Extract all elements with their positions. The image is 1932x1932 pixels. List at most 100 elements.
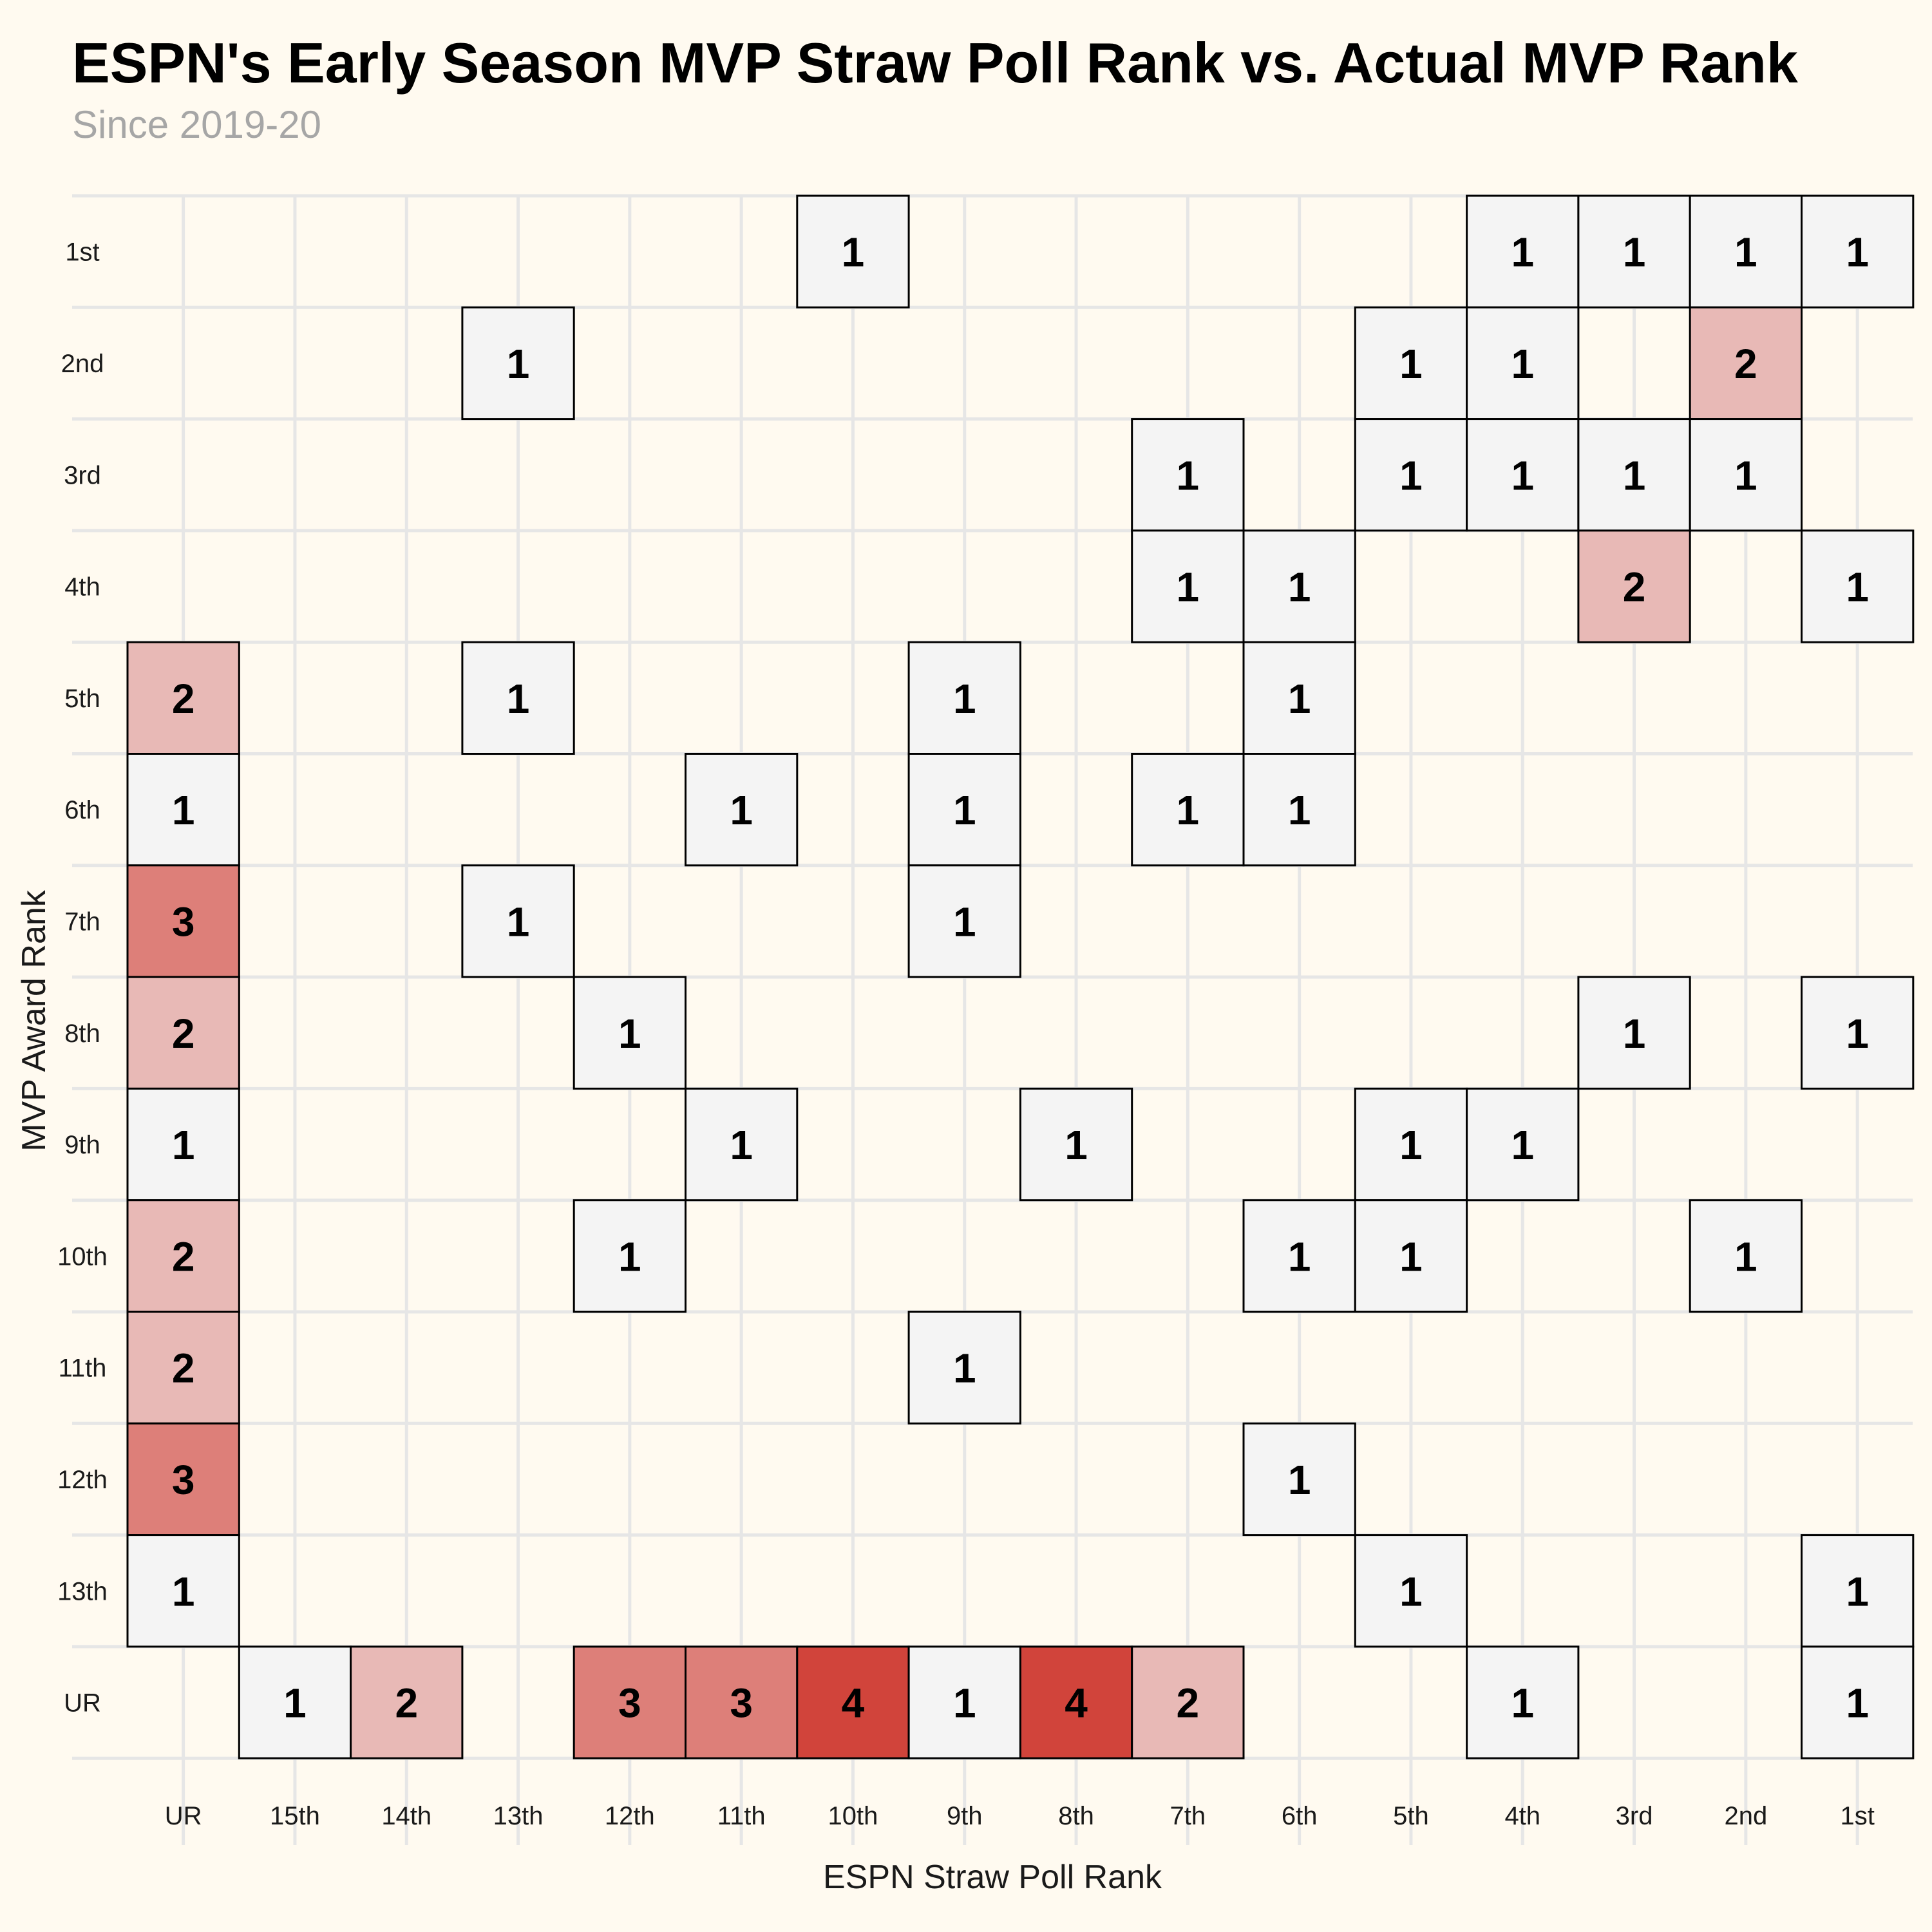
x-axis-title: ESPN Straw Poll Rank — [823, 1859, 1162, 1896]
x-tick-label: 13th — [493, 1802, 544, 1830]
y-tick-label: 2nd — [61, 350, 104, 378]
x-tick-label: 3rd — [1616, 1802, 1653, 1830]
x-tick-label: 11th — [717, 1802, 766, 1830]
heatmap-cell — [461, 864, 575, 978]
cell-value-label: 2 — [172, 1345, 195, 1392]
cell-value-label: 1 — [172, 1568, 195, 1615]
heatmap-cell — [1466, 1645, 1580, 1759]
cell-value-label: 1 — [1734, 1233, 1757, 1280]
heatmap-cell — [1242, 753, 1356, 867]
heatmap-cell — [1354, 418, 1468, 532]
cell-value-label: 4 — [1065, 1680, 1088, 1727]
y-tick-label: 13th — [57, 1577, 108, 1605]
heatmap-cell — [1242, 1422, 1356, 1537]
y-tick-label: 3rd — [64, 461, 101, 489]
cell-value-label: 2 — [395, 1680, 418, 1727]
cell-value-label: 1 — [953, 676, 976, 722]
cell-value-label: 1 — [1734, 452, 1757, 498]
heatmap-cell — [1131, 529, 1245, 643]
cell-value-label: 2 — [1623, 564, 1646, 611]
heatmap-cell — [1354, 1534, 1468, 1648]
cell-value-label: 1 — [953, 1680, 976, 1727]
y-tick-label: 1st — [65, 238, 99, 267]
cell-value-label: 1 — [1623, 1010, 1646, 1057]
cell-value-label: 2 — [1177, 1680, 1200, 1727]
cell-value-label: 4 — [842, 1680, 865, 1727]
heatmap-cell — [350, 1645, 464, 1759]
cell-value-label: 1 — [1846, 1680, 1869, 1727]
heatmap-cell — [1131, 1645, 1245, 1759]
x-tick-label: 12th — [605, 1802, 655, 1830]
heatmap-cell — [126, 1311, 240, 1425]
x-tick-label: 5th — [1393, 1802, 1429, 1830]
y-axis-ticks: 1st 2nd 3rd 4th 5th 6th 7th 8th 9th 10th 11th 12th 1… — [57, 238, 108, 1718]
y-tick-label: 4th — [64, 573, 100, 601]
heatmap-cell — [126, 1534, 240, 1648]
x-tick-label: 10th — [828, 1802, 878, 1830]
heatmap-cell — [1019, 1645, 1133, 1759]
heatmap-cell — [1466, 306, 1580, 421]
cell-value-label: 1 — [172, 787, 195, 833]
chart-title: ESPN's Early Season MVP Straw Poll Rank … — [72, 31, 1799, 95]
cell-value-label: 1 — [953, 1345, 976, 1392]
x-tick-label: 2nd — [1724, 1802, 1767, 1830]
cell-value-label: 1 — [1399, 1122, 1423, 1168]
cell-value-label: 1 — [1399, 1233, 1423, 1280]
y-tick-label: 5th — [64, 685, 100, 713]
heatmap-cell — [1689, 1199, 1803, 1313]
y-tick-label: 9th — [64, 1131, 100, 1159]
y-axis-title: MVP Award Rank — [15, 889, 53, 1151]
heatmap-cell — [1354, 306, 1468, 421]
heatmap-cell — [907, 1645, 1021, 1759]
cell-value-label: 1 — [283, 1680, 307, 1727]
cell-value-label: 3 — [172, 898, 195, 945]
cell-value-label: 1 — [172, 1122, 195, 1168]
cell-value-label: 1 — [953, 898, 976, 945]
cell-value-label: 1 — [507, 341, 530, 387]
cell-value-label: 1 — [618, 1010, 641, 1057]
heatmap-cell — [461, 641, 575, 755]
cell-value-label: 2 — [1734, 341, 1757, 387]
x-tick-label: 9th — [947, 1802, 983, 1830]
x-tick-label: 14th — [381, 1802, 431, 1830]
heatmap-cell — [1689, 418, 1803, 532]
cell-value-label: 1 — [1511, 1122, 1534, 1168]
y-tick-label: UR — [64, 1689, 101, 1718]
heatmap-cell — [126, 1199, 240, 1313]
heatmap-cell — [1242, 1199, 1356, 1313]
y-tick-label: 12th — [57, 1466, 108, 1494]
x-tick-label: 4th — [1504, 1802, 1540, 1830]
cell-value-label: 1 — [1288, 676, 1311, 722]
cell-value-label: 1 — [1623, 452, 1646, 498]
heatmap-cell — [907, 641, 1021, 755]
cell-value-label: 1 — [1065, 1122, 1088, 1168]
heatmap-cells: 1 1 1 1 1 1 1 1 2 1 1 1 1 1 1 1 2 1 2 1 1 1 1 1 1 1 1 3 1 1 2 1 1 1 1 1 1 1 1 2… — [126, 194, 1915, 1759]
cell-value-label: 3 — [172, 1457, 195, 1503]
cell-value-label: 1 — [1399, 341, 1423, 387]
heatmap-cell — [907, 864, 1021, 978]
heatmap-cell — [573, 1199, 687, 1313]
cell-value-label: 1 — [1846, 1568, 1869, 1615]
heatmap-cell — [1577, 529, 1691, 643]
heatmap-cell — [796, 194, 910, 308]
heatmap-cell — [1689, 306, 1803, 421]
y-tick-label: 10th — [57, 1242, 108, 1271]
cell-value-label: 1 — [507, 898, 530, 945]
heatmap-cell — [907, 753, 1021, 867]
cell-value-label: 1 — [730, 787, 753, 833]
cell-value-label: 1 — [507, 676, 530, 722]
cell-value-label: 1 — [1288, 1457, 1311, 1503]
x-tick-label: 6th — [1282, 1802, 1318, 1830]
y-tick-label: 6th — [64, 796, 100, 824]
cell-value-label: 1 — [1623, 229, 1646, 276]
cell-value-label: 1 — [1846, 564, 1869, 611]
heatmap-cell — [126, 864, 240, 978]
cell-value-label: 1 — [1288, 1233, 1311, 1280]
heatmap-cell — [126, 753, 240, 867]
cell-value-label: 1 — [953, 787, 976, 833]
heatmap-cell — [1801, 194, 1915, 308]
heatmap-cell — [1242, 641, 1356, 755]
x-tick-label: 7th — [1170, 1802, 1206, 1830]
heatmap-cell — [126, 1087, 240, 1202]
